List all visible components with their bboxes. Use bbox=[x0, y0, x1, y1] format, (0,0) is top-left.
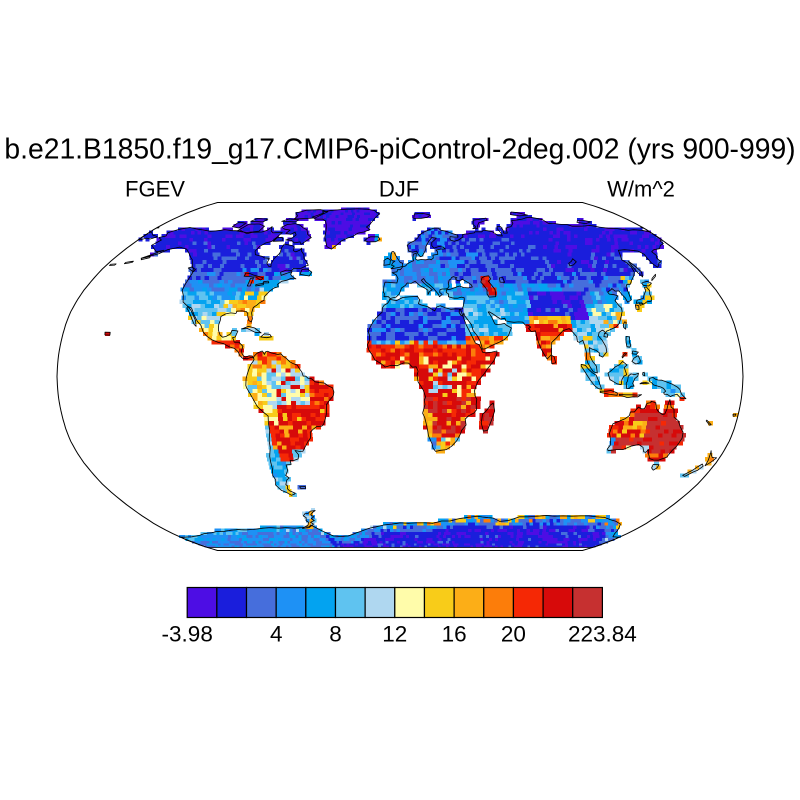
svg-text:W/m^2: W/m^2 bbox=[607, 177, 675, 202]
svg-text:DJF: DJF bbox=[379, 177, 419, 202]
svg-text:16: 16 bbox=[442, 622, 467, 647]
svg-text:-3.98: -3.98 bbox=[162, 622, 213, 647]
svg-text:4: 4 bbox=[270, 622, 283, 647]
svg-text:FGEV: FGEV bbox=[125, 177, 185, 202]
svg-text:20: 20 bbox=[501, 622, 526, 647]
svg-text:12: 12 bbox=[382, 622, 407, 647]
svg-text:223.84: 223.84 bbox=[568, 622, 637, 647]
svg-text:8: 8 bbox=[329, 622, 342, 647]
svg-text:b.e21.B1850.f19_g17.CMIP6-piCo: b.e21.B1850.f19_g17.CMIP6-piControl-2deg… bbox=[4, 133, 795, 165]
